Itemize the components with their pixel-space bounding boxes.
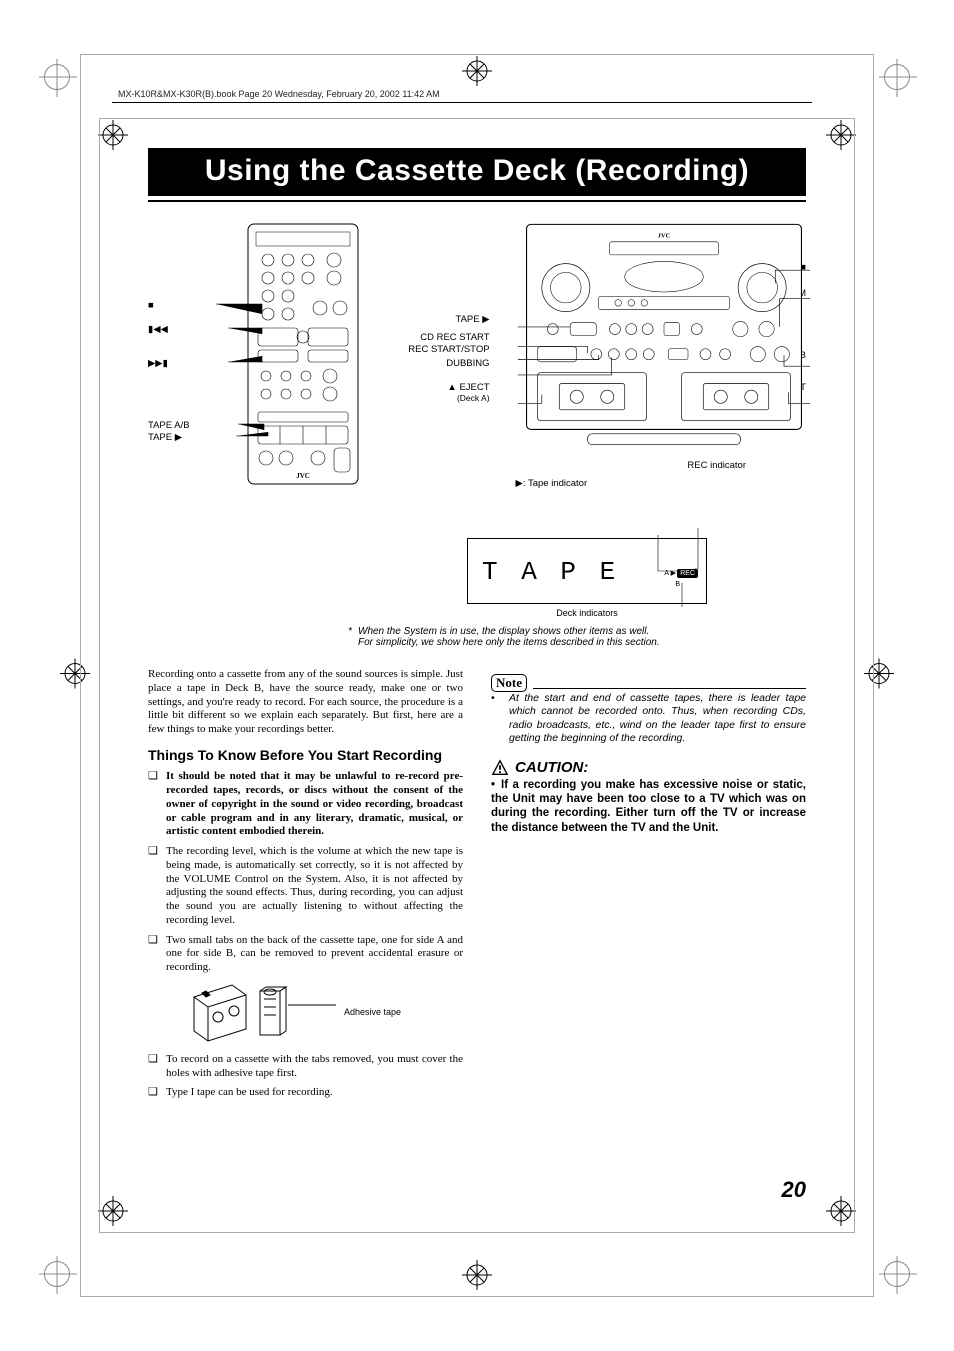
registration-mark — [44, 1261, 70, 1287]
callout-stop: ■ — [148, 300, 154, 311]
page-content: Using the Cassette Deck (Recording) ■ ▮◀… — [148, 148, 806, 1203]
section-heading: Things To Know Before You Start Recordin… — [148, 747, 463, 765]
caution-body: •If a recording you make has excessive n… — [491, 778, 806, 836]
callout-cd-rec: CD REC START — [396, 332, 490, 343]
right-column: Note •At the start and end of cassette t… — [491, 668, 806, 1106]
bullet-item: ❏It should be noted that it may be unlaw… — [148, 770, 463, 839]
display-rec-pill: REC — [677, 569, 698, 578]
crop-line — [854, 118, 855, 1233]
body-columns: Recording onto a cassette from any of th… — [148, 668, 806, 1106]
caution-icon — [491, 759, 509, 777]
callout-dubbing: DUBBING — [396, 358, 490, 369]
bullet-item: ❏Type I tape can be used for recording. — [148, 1086, 463, 1100]
crop-line — [99, 118, 100, 1233]
caution-label: CAUTION: — [515, 759, 588, 778]
left-column: Recording onto a cassette from any of th… — [148, 668, 463, 1106]
header-text: MX-K10R&MX-K30R(B).book Page 20 Wednesda… — [118, 89, 440, 99]
device-icon: JVC — [494, 220, 834, 460]
page-number: 20 — [782, 1177, 806, 1203]
note-label: Note — [491, 674, 527, 692]
svg-text:JVC: JVC — [296, 472, 310, 480]
diagrams-row: ■ ▮◀◀ ▶▶▮ TAPE A/B TAPE ▶ — [148, 220, 806, 520]
callout-eject-a: ▲ EJECT(Deck A) — [396, 382, 490, 404]
callout-rewind: ▮◀◀ — [148, 324, 168, 335]
callout-tape-play: TAPE ▶ — [396, 314, 490, 325]
adhesive-label: Adhesive tape — [344, 1007, 401, 1018]
callout-rec-ss: REC START/STOP — [396, 344, 490, 355]
remote-icon: JVC — [208, 220, 368, 490]
callout-tape-indicator: ▶: Tape indicator — [516, 478, 588, 489]
bullet-item: ❏The recording level, which is the volum… — [148, 845, 463, 928]
note-body: •At the start and end of cassette tapes,… — [491, 692, 806, 745]
page-header: MX-K10R&MX-K30R(B).book Page 20 Wednesda… — [118, 89, 812, 103]
display-b: B — [675, 581, 680, 588]
crop-line — [100, 1232, 854, 1233]
note-heading: Note — [491, 674, 806, 692]
crop-line — [100, 118, 854, 119]
intro-paragraph: Recording onto a cassette from any of th… — [148, 668, 463, 737]
svg-text:JVC: JVC — [657, 232, 670, 239]
registration-mark — [884, 64, 910, 90]
registration-mark — [884, 1261, 910, 1287]
display-a: A ▶ — [664, 569, 676, 577]
title-underline — [148, 200, 806, 202]
display-panel: T A P E A ▶ REC B — [467, 538, 707, 604]
tape-illustration: Adhesive tape — [188, 983, 463, 1043]
callout-rec-indicator: REC indicator — [687, 460, 746, 471]
bullet-item: ❏To record on a cassette with the tabs r… — [148, 1053, 463, 1081]
display-tape-text: T A P E — [482, 557, 619, 587]
bullet-item: ❏Two small tabs on the back of the casse… — [148, 934, 463, 975]
registration-mark — [44, 64, 70, 90]
page-title: Using the Cassette Deck (Recording) — [148, 148, 806, 196]
callout-tape-ab: TAPE A/B — [148, 420, 190, 431]
display-deck-indicators: Deck indicators — [368, 608, 806, 618]
device-diagram: TAPE ▶ CD REC START REC START/STOP DUBBI… — [396, 220, 806, 520]
footnote: *When the System is in use, the display … — [348, 626, 806, 648]
caution-heading: CAUTION: — [491, 759, 806, 778]
remote-diagram: ■ ▮◀◀ ▶▶▮ TAPE A/B TAPE ▶ — [148, 220, 368, 500]
callout-fwd: ▶▶▮ — [148, 358, 168, 369]
callout-tape-play: TAPE ▶ — [148, 432, 182, 443]
